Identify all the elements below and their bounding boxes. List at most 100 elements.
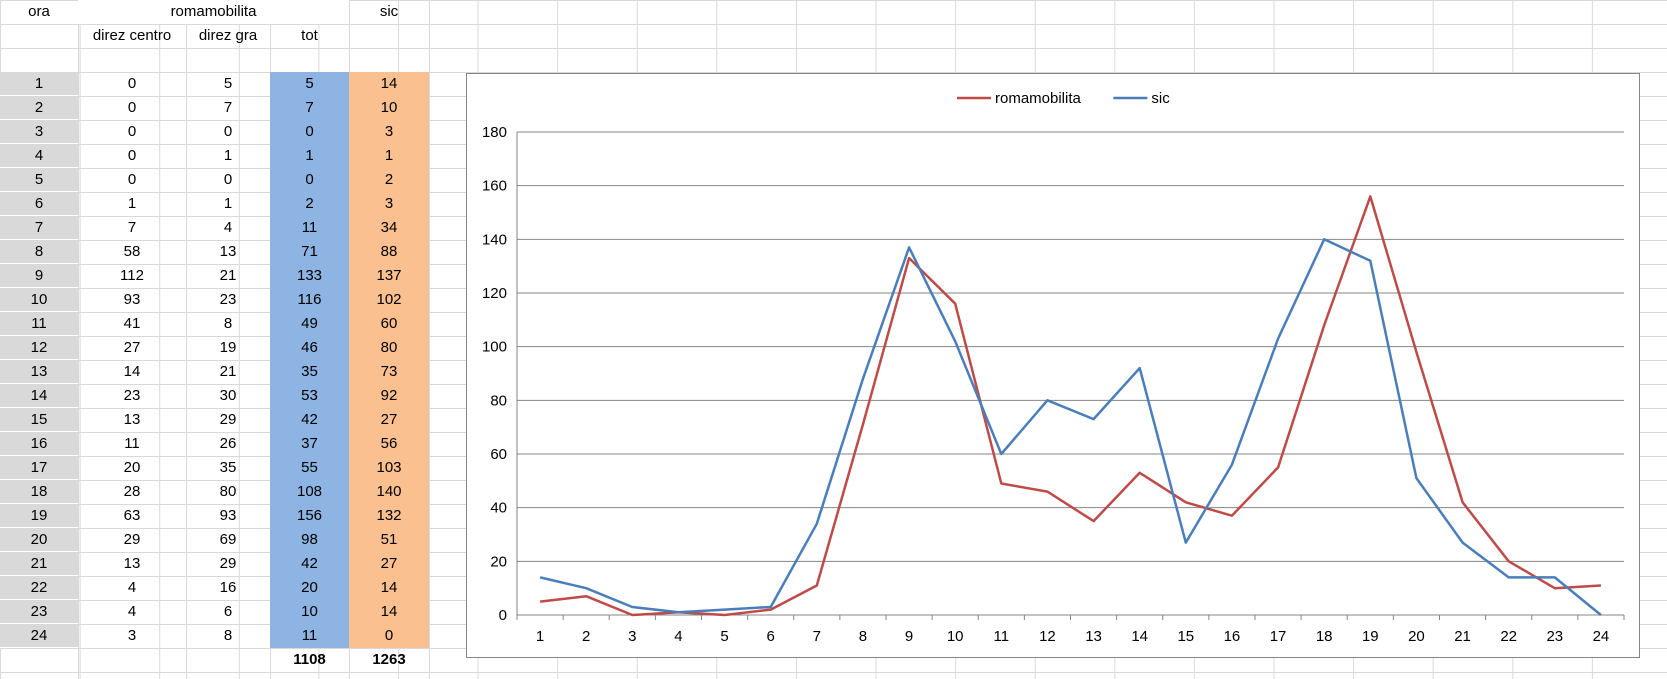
cell-sic[interactable]: 140 <box>349 480 429 504</box>
cell-direz-gra[interactable]: 21 <box>219 267 237 284</box>
cell-direz-centro[interactable]: 23 <box>123 387 141 404</box>
cell-tot[interactable]: 20 <box>270 576 349 600</box>
cell-direz-centro[interactable]: 3 <box>127 627 137 644</box>
cell-direz-centro[interactable]: 0 <box>127 123 137 140</box>
cell-tot[interactable]: 37 <box>270 432 349 456</box>
cell-tot[interactable]: 156 <box>270 504 349 528</box>
cell-tot[interactable]: 98 <box>270 528 349 552</box>
cell-direz-gra[interactable]: 30 <box>219 387 237 404</box>
cell-direz-gra[interactable]: 7 <box>223 99 233 116</box>
cell-tot[interactable]: 2 <box>270 192 349 216</box>
cell-tot[interactable]: 35 <box>270 360 349 384</box>
cell-direz-centro[interactable]: 0 <box>127 99 137 116</box>
cell-ora[interactable]: 1 <box>0 72 78 96</box>
cell-tot[interactable]: 11 <box>270 624 349 648</box>
cell-tot[interactable]: 53 <box>270 384 349 408</box>
cell-tot[interactable]: 7 <box>270 96 349 120</box>
cell-tot[interactable]: 0 <box>270 120 349 144</box>
cell-ora[interactable]: 23 <box>0 600 78 624</box>
cell-ora[interactable]: 22 <box>0 576 78 600</box>
cell-direz-gra[interactable]: 69 <box>219 531 237 548</box>
cell-direz-gra[interactable]: 5 <box>223 75 233 92</box>
cell-direz-centro[interactable]: 7 <box>127 219 137 236</box>
cell-tot[interactable]: 46 <box>270 336 349 360</box>
cell-sic[interactable]: 3 <box>349 192 429 216</box>
cell-sic[interactable]: 1 <box>349 144 429 168</box>
cell-tot[interactable]: 42 <box>270 408 349 432</box>
cell-tot[interactable]: 55 <box>270 456 349 480</box>
cell-direz-centro[interactable]: 4 <box>127 579 137 596</box>
cell-sic[interactable]: 27 <box>349 408 429 432</box>
cell-ora[interactable]: 4 <box>0 144 78 168</box>
cell-sic[interactable]: 137 <box>349 264 429 288</box>
cell-direz-centro[interactable]: 14 <box>123 363 141 380</box>
total-sic[interactable]: 1263 <box>372 651 406 668</box>
cell-tot[interactable]: 0 <box>270 168 349 192</box>
cell-ora[interactable]: 17 <box>0 456 78 480</box>
cell-direz-gra[interactable]: 26 <box>219 435 237 452</box>
cell-sic[interactable]: 2 <box>349 168 429 192</box>
cell-direz-gra[interactable]: 80 <box>219 483 237 500</box>
cell-sic[interactable]: 27 <box>349 552 429 576</box>
cell-ora[interactable]: 21 <box>0 552 78 576</box>
cell-sic[interactable]: 51 <box>349 528 429 552</box>
cell-direz-centro[interactable]: 11 <box>124 435 140 452</box>
cell-tot[interactable]: 11 <box>270 216 349 240</box>
cell-direz-gra[interactable]: 21 <box>219 363 237 380</box>
cell-direz-centro[interactable]: 112 <box>120 267 144 284</box>
cell-sic[interactable]: 60 <box>349 312 429 336</box>
cell-direz-centro[interactable]: 27 <box>123 339 141 356</box>
cell-direz-gra[interactable]: 4 <box>223 219 233 236</box>
cell-sic[interactable]: 14 <box>349 576 429 600</box>
cell-direz-gra[interactable]: 0 <box>223 171 233 188</box>
cell-tot[interactable]: 133 <box>270 264 349 288</box>
cell-sic[interactable]: 73 <box>349 360 429 384</box>
cell-tot[interactable]: 10 <box>270 600 349 624</box>
cell-direz-centro[interactable]: 29 <box>123 531 141 548</box>
cell-ora[interactable]: 7 <box>0 216 78 240</box>
cell-direz-gra[interactable]: 29 <box>219 555 237 572</box>
header-direz-centro[interactable]: direz centro <box>92 27 172 44</box>
header-ora[interactable]: ora <box>28 3 50 20</box>
cell-ora[interactable]: 20 <box>0 528 78 552</box>
cell-sic[interactable]: 10 <box>349 96 429 120</box>
cell-direz-gra[interactable]: 19 <box>219 339 237 356</box>
cell-sic[interactable]: 103 <box>349 456 429 480</box>
cell-ora[interactable]: 10 <box>0 288 78 312</box>
cell-sic[interactable]: 132 <box>349 504 429 528</box>
header-tot[interactable]: tot <box>301 27 318 44</box>
cell-sic[interactable]: 34 <box>349 216 429 240</box>
cell-sic[interactable]: 102 <box>349 288 429 312</box>
cell-direz-gra[interactable]: 1 <box>223 195 233 212</box>
header-romamobilita[interactable]: romamobilita <box>78 0 349 24</box>
cell-ora[interactable]: 12 <box>0 336 78 360</box>
cell-sic[interactable]: 14 <box>349 600 429 624</box>
cell-direz-gra[interactable]: 16 <box>219 579 237 596</box>
cell-tot[interactable]: 1 <box>270 144 349 168</box>
cell-direz-centro[interactable]: 93 <box>123 291 141 308</box>
cell-direz-centro[interactable]: 20 <box>123 459 141 476</box>
header-sic[interactable]: sic <box>379 3 399 20</box>
cell-ora[interactable]: 5 <box>0 168 78 192</box>
cell-ora[interactable]: 14 <box>0 384 78 408</box>
cell-ora[interactable]: 15 <box>0 408 78 432</box>
cell-ora[interactable]: 9 <box>0 264 78 288</box>
cell-direz-centro[interactable]: 63 <box>123 507 141 524</box>
cell-direz-centro[interactable]: 0 <box>127 171 137 188</box>
cell-sic[interactable]: 92 <box>349 384 429 408</box>
line-chart[interactable]: 0 20 40 60 80 100 120 140 160 180 1 2 3 4 5 6 7 8 9 10 11 12 1… <box>466 73 1640 658</box>
cell-direz-centro[interactable]: 28 <box>123 483 141 500</box>
header-direz-gra[interactable]: direz gra <box>198 27 258 44</box>
cell-direz-centro[interactable]: 1 <box>127 195 137 212</box>
cell-ora[interactable]: 6 <box>0 192 78 216</box>
cell-direz-gra[interactable]: 8 <box>223 627 233 644</box>
cell-ora[interactable]: 18 <box>0 480 78 504</box>
cell-direz-gra[interactable]: 29 <box>219 411 237 428</box>
cell-direz-centro[interactable]: 13 <box>123 555 141 572</box>
cell-direz-centro[interactable]: 0 <box>127 147 137 164</box>
cell-direz-centro[interactable]: 13 <box>123 411 141 428</box>
cell-direz-centro[interactable]: 58 <box>123 243 141 260</box>
cell-ora[interactable]: 2 <box>0 96 78 120</box>
cell-ora[interactable]: 24 <box>0 624 78 648</box>
total-tot[interactable]: 1108 <box>293 651 326 668</box>
